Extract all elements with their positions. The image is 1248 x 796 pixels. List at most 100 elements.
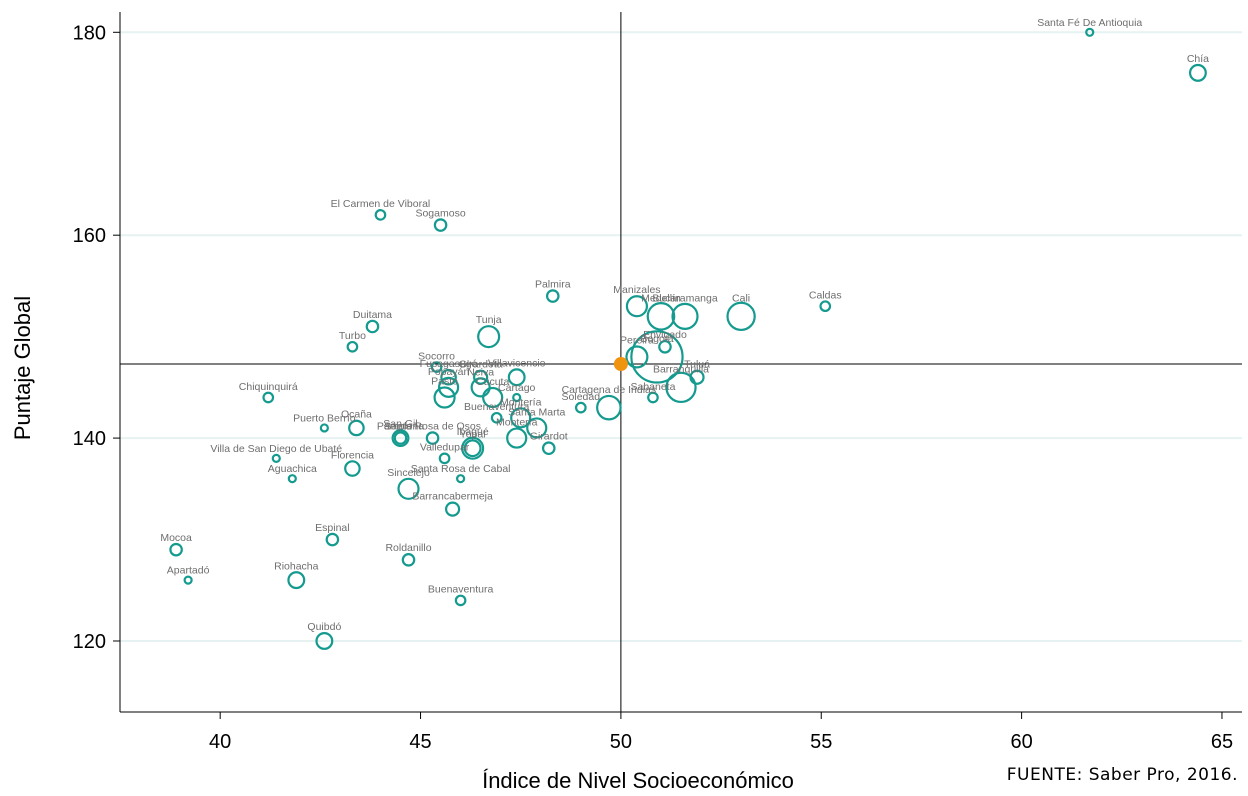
point-label: Buenaventura	[464, 401, 530, 413]
data-point	[169, 542, 183, 557]
data-point	[325, 532, 340, 547]
data-point	[183, 575, 193, 585]
point-label: Cúcuta	[476, 376, 509, 388]
point-label: Pamplona	[377, 420, 424, 432]
point-label: Popayán	[428, 366, 470, 378]
data-point	[463, 439, 482, 458]
data-point	[438, 452, 451, 465]
point-label: Santa Rosa de Osos	[384, 420, 481, 432]
y-tick-label: 160	[73, 225, 106, 247]
data-point	[630, 330, 684, 384]
point-label: Chía	[1187, 53, 1209, 65]
point-label: Santa Rosa de Cabal	[411, 463, 511, 475]
point-label: Espinal	[315, 522, 349, 534]
point-label: Fusagasugá	[420, 358, 478, 370]
point-label: Santa Marta	[508, 406, 565, 418]
point-label: Villa de San Diego de Ubaté	[210, 443, 342, 455]
point-label: Manizales	[613, 284, 660, 296]
data-point	[482, 386, 504, 409]
x-tick-label: 55	[810, 731, 832, 753]
data-point	[393, 431, 408, 445]
point-label: Cali	[732, 292, 750, 304]
point-label: Neiva	[467, 366, 494, 378]
data-point	[658, 339, 672, 354]
point-label: Montería	[496, 417, 538, 429]
point-label: Apartadó	[167, 565, 210, 577]
data-point	[374, 209, 387, 221]
point-label: Santa Fé De Antioquia	[1037, 17, 1142, 29]
data-point	[319, 423, 329, 433]
data-point	[470, 377, 491, 398]
point-label: Bogotá	[640, 333, 673, 345]
data-point	[365, 319, 380, 334]
point-labels: Santa Fé De Antioquia Chía El Carmen de Vi…	[160, 17, 1209, 633]
point-label: Ocaña	[341, 409, 372, 421]
data-point	[665, 371, 697, 404]
point-label: Duitama	[353, 309, 392, 321]
data-point	[1085, 27, 1095, 37]
point-label: Puerto Berrío	[293, 412, 356, 424]
x-tick-label: 40	[209, 731, 231, 753]
data-point	[433, 386, 456, 409]
data-point	[819, 300, 832, 313]
data-point	[287, 474, 297, 484]
y-tick-label: 180	[73, 22, 106, 44]
data-point	[287, 571, 306, 590]
y-tick-label: 120	[73, 631, 106, 653]
data-point	[425, 431, 440, 445]
axes: 40 45 50 55 60 65 120 140 160 180	[73, 12, 1242, 753]
point-label: Ibagué	[457, 426, 489, 438]
data-point	[437, 376, 460, 398]
point-label: Caldas	[809, 289, 842, 301]
data-point	[512, 392, 522, 403]
y-tick-label: 140	[73, 428, 106, 450]
point-label: Soledad	[562, 391, 601, 403]
point-label: San Gil	[383, 418, 417, 430]
point-label: Roldanillo	[385, 542, 431, 554]
data-point	[315, 632, 334, 650]
point-label: Medellín	[641, 292, 681, 304]
data-point	[262, 391, 275, 404]
x-axis-title: Índice de Nivel Socioeconómico	[482, 768, 794, 793]
point-label: Socorro	[418, 350, 455, 362]
point-label: Tuluá	[684, 359, 710, 371]
data-point	[440, 368, 457, 386]
data-point	[625, 295, 649, 318]
point-label: Sincelejo	[387, 467, 430, 479]
point-label: Cartago	[498, 382, 536, 394]
point-label: Sogamoso	[415, 207, 465, 219]
source-note: FUENTE: Saber Pro, 2016.	[1006, 765, 1238, 785]
data-point	[473, 369, 489, 385]
point-label: Buenaventura	[428, 584, 494, 596]
data-point	[344, 460, 361, 477]
point-label: Bucaramanga	[652, 292, 718, 304]
point-label: Montería	[500, 396, 542, 408]
data-point	[545, 289, 560, 303]
data-points	[169, 27, 1207, 650]
point-label: Riohacha	[274, 560, 319, 572]
point-label: Envigado	[643, 329, 687, 341]
data-point	[596, 394, 622, 421]
point-label: Yopal	[460, 428, 486, 440]
x-tick-label: 45	[409, 731, 431, 753]
data-point	[401, 553, 416, 567]
data-point	[541, 441, 556, 456]
y-axis-title: Puntaje Global	[10, 296, 35, 440]
point-label: Palmira	[535, 278, 571, 290]
point-label: Pereira	[620, 334, 654, 346]
data-point	[346, 340, 359, 353]
data-point	[726, 301, 756, 332]
data-point	[477, 325, 501, 349]
point-label: Turbo	[339, 330, 366, 342]
x-tick-label: 65	[1211, 731, 1233, 753]
data-point	[456, 474, 466, 484]
point-label: Pasto	[431, 376, 458, 388]
data-point	[646, 302, 676, 331]
point-label: Mocoa	[160, 532, 192, 544]
data-point	[647, 391, 659, 404]
point-label: Girardot	[530, 431, 568, 443]
data-point	[271, 453, 281, 463]
data-point	[510, 407, 532, 429]
point-label: Tunja	[476, 314, 502, 326]
